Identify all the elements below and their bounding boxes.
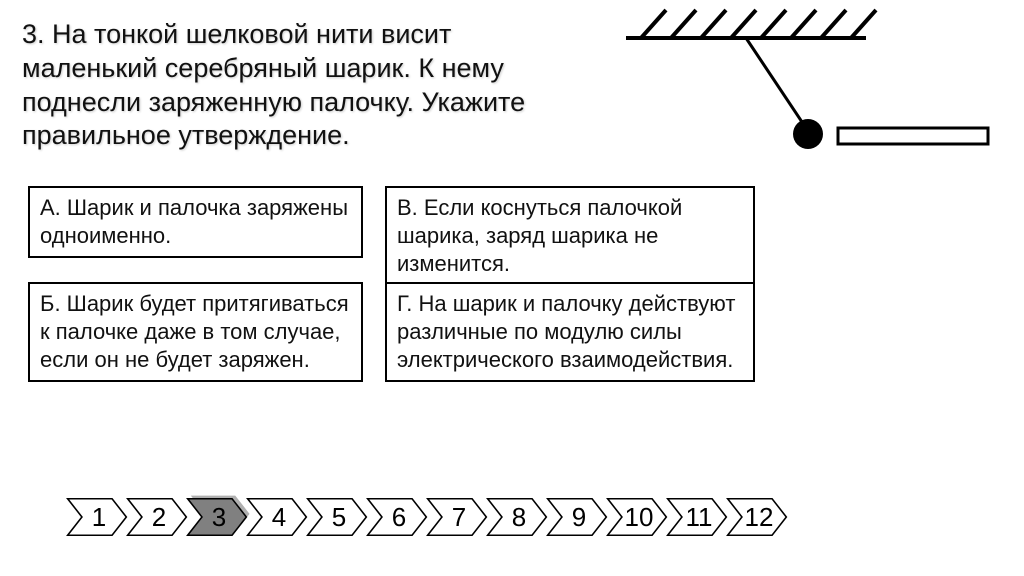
nav-step-label: 12 xyxy=(720,494,794,540)
nav-step-12[interactable]: 12 xyxy=(720,494,794,540)
question-text: 3. На тонкой шелковой нити висит маленьк… xyxy=(22,18,582,153)
diagram-svg xyxy=(586,6,996,166)
step-navigation: 1 2 3 4 5 xyxy=(60,494,794,540)
option-a[interactable]: А. Шарик и палочка заряжены одноименно. xyxy=(28,186,363,258)
option-v[interactable]: В. Если коснуться палочкой шарика, заряд… xyxy=(385,186,755,286)
option-g[interactable]: Г. На шарик и палочку действуют различны… xyxy=(385,282,755,382)
pendulum-diagram xyxy=(586,6,996,166)
option-b[interactable]: Б. Шарик будет притягиваться к палочке д… xyxy=(28,282,363,382)
